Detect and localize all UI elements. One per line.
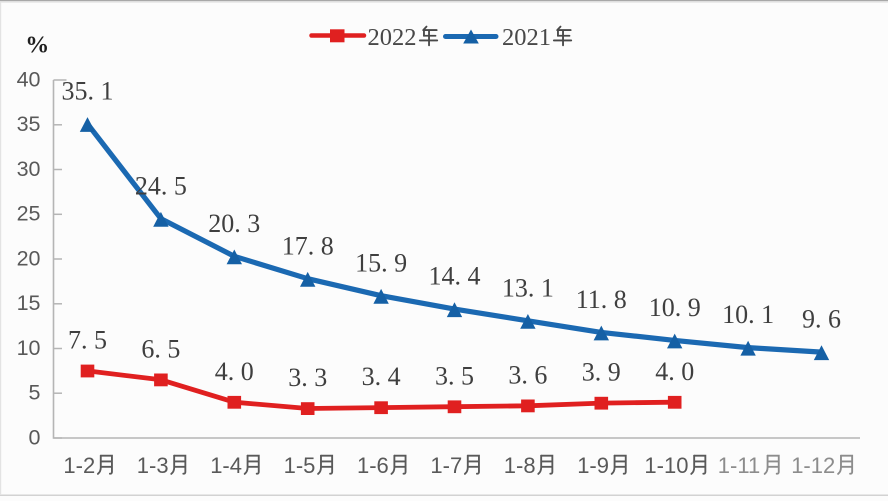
- svg-text:1-5: 1-5: [284, 453, 316, 478]
- svg-text:9. 6: 9. 6: [802, 305, 841, 334]
- svg-text:4. 0: 4. 0: [655, 357, 694, 386]
- svg-text:1-2: 1-2: [63, 453, 95, 478]
- svg-text:15. 9: 15. 9: [355, 248, 407, 277]
- svg-text:13. 1: 13. 1: [502, 273, 554, 302]
- svg-text:1-4: 1-4: [210, 453, 242, 478]
- svg-text:14. 4: 14. 4: [429, 262, 481, 291]
- svg-text:3. 6: 3. 6: [508, 360, 547, 389]
- svg-text:3. 3: 3. 3: [288, 363, 327, 392]
- svg-text:1-11: 1-11: [718, 453, 760, 478]
- svg-text:17. 8: 17. 8: [282, 231, 334, 260]
- svg-text:15: 15: [17, 291, 41, 315]
- svg-text:6. 5: 6. 5: [141, 334, 180, 363]
- svg-text:11. 8: 11. 8: [576, 285, 627, 314]
- svg-text:10: 10: [17, 336, 41, 360]
- svg-text:1-12: 1-12: [791, 453, 835, 478]
- svg-text:1-8: 1-8: [504, 453, 536, 478]
- svg-text:1-9: 1-9: [577, 453, 609, 478]
- svg-text:7. 5: 7. 5: [68, 326, 107, 355]
- svg-text:25: 25: [17, 202, 41, 226]
- svg-text:35. 1: 35. 1: [62, 77, 114, 106]
- svg-text:1-6: 1-6: [357, 453, 389, 478]
- svg-text:3. 9: 3. 9: [582, 358, 621, 387]
- svg-text:20: 20: [17, 246, 41, 270]
- svg-text:1-10: 1-10: [644, 453, 688, 478]
- svg-text:%: %: [25, 33, 49, 59]
- svg-text:10. 9: 10. 9: [649, 293, 701, 322]
- svg-text:10. 1: 10. 1: [722, 300, 774, 329]
- svg-text:2021: 2021: [502, 24, 551, 51]
- svg-text:4. 0: 4. 0: [215, 357, 254, 386]
- svg-text:1-7: 1-7: [430, 453, 462, 478]
- svg-text:24. 5: 24. 5: [135, 171, 187, 200]
- svg-text:30: 30: [17, 157, 41, 181]
- svg-text:40: 40: [17, 67, 41, 91]
- svg-text:35: 35: [17, 112, 41, 136]
- svg-text:20. 3: 20. 3: [208, 209, 260, 238]
- svg-text:1-3: 1-3: [137, 453, 169, 478]
- svg-text:5: 5: [29, 381, 41, 405]
- svg-text:0: 0: [29, 425, 41, 449]
- svg-text:3. 4: 3. 4: [362, 362, 401, 391]
- svg-text:3. 5: 3. 5: [435, 361, 474, 390]
- svg-text:2022: 2022: [368, 24, 417, 51]
